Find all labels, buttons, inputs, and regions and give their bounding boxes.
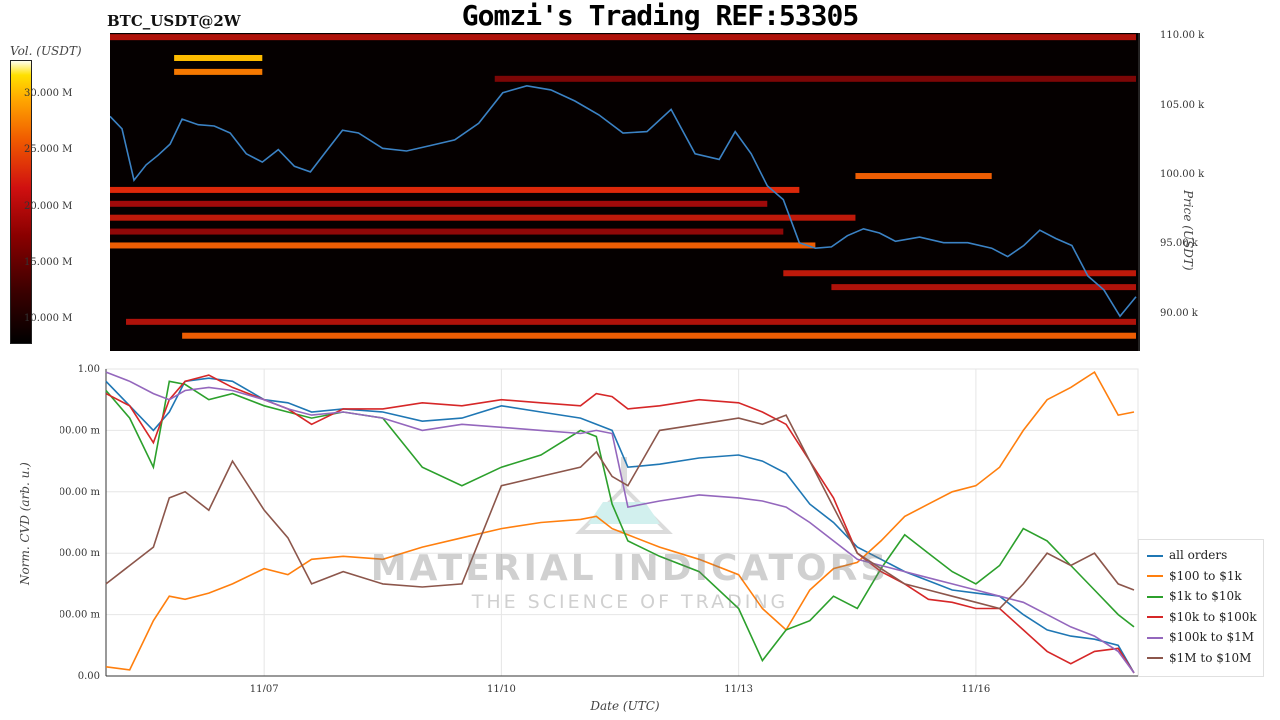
cvd-series-line bbox=[105, 371, 1135, 674]
legend-item[interactable]: $100 to $1k bbox=[1147, 569, 1242, 583]
legend-label: $1k to $10k bbox=[1169, 589, 1242, 603]
legend-swatch bbox=[1147, 657, 1163, 659]
legend-swatch bbox=[1147, 636, 1163, 639]
legend-item[interactable]: $1k to $10k bbox=[1147, 589, 1241, 603]
price-axis-label: Price (USDT) bbox=[1181, 190, 1195, 271]
cvd-x-tick-label: 11/07 bbox=[250, 684, 279, 692]
cvd-y-tick-label: 200.00 m bbox=[60, 610, 101, 621]
colorbar-tick-label: 10.000 M bbox=[24, 313, 73, 325]
legend: all orders $100 to $1k $1k to $10k $10k to … bbox=[1138, 539, 1264, 677]
heatmap-band bbox=[494, 75, 1136, 82]
price-tick-label: 110.00 k bbox=[1160, 30, 1205, 42]
heatmap-band bbox=[182, 332, 1136, 339]
legend-swatch bbox=[1147, 575, 1163, 577]
heatmap-band bbox=[855, 173, 992, 180]
price-tick-label: 100.00 k bbox=[1160, 169, 1205, 181]
cvd-y-tick-label: 400.00 m bbox=[60, 548, 101, 559]
legend-label: $10k to $100k bbox=[1169, 609, 1257, 624]
watermark-main: MATERIAL INDICATORS bbox=[370, 548, 890, 589]
heatmap-band bbox=[110, 228, 784, 235]
legend-swatch bbox=[1147, 554, 1163, 557]
heatmap-band bbox=[110, 34, 1136, 41]
price-tick-label: 90.00 k bbox=[1160, 307, 1198, 319]
watermark: MATERIAL INDICATORS THE SCIENCE OF TRADI… bbox=[370, 548, 890, 613]
cvd-series-line bbox=[105, 414, 1135, 610]
heatmap-band bbox=[126, 318, 1136, 325]
legend-item[interactable]: $100k to $1M bbox=[1147, 630, 1254, 644]
symbol-label: BTC_USDT@2W bbox=[107, 12, 241, 30]
colorbar-tick-label: 30.000 M bbox=[24, 87, 73, 99]
cvd-y-axis-label: Norm. CVD (arb. u.) bbox=[18, 462, 32, 585]
cvd-y-tick-label: 1.00 bbox=[78, 364, 100, 375]
chart-title: Gomzi's Trading REF:53305 bbox=[461, 0, 859, 32]
heatmap-band bbox=[110, 242, 816, 249]
legend-item[interactable]: $10k to $100k bbox=[1147, 610, 1257, 624]
heatmap-band bbox=[174, 68, 263, 75]
x-axis-label: Date (UTC) bbox=[590, 699, 660, 713]
heatmap-band bbox=[110, 200, 768, 207]
heatmap-band bbox=[174, 54, 263, 61]
cvd-series-line bbox=[105, 370, 1135, 671]
legend-item[interactable]: $1M to $10M bbox=[1147, 651, 1251, 665]
cvd-series-line bbox=[105, 374, 1135, 674]
colorbar bbox=[10, 60, 32, 344]
legend-label: $100k to $1M bbox=[1169, 630, 1255, 644]
heatmap-band bbox=[783, 270, 1136, 277]
legend-label: $100 to $1k bbox=[1169, 568, 1242, 583]
cvd-y-tick-label: 800.00 m bbox=[60, 425, 101, 436]
cvd-plot-area bbox=[105, 368, 1139, 677]
colorbar-tick-label: 25.000 M bbox=[24, 144, 73, 156]
cvd-x-tick-label: 11/10 bbox=[487, 684, 516, 692]
cvd-x-tick-label: 11/16 bbox=[961, 684, 990, 692]
colorbar-tick-label: 20.000 M bbox=[24, 200, 73, 212]
cvd-y-tick-label: 600.00 m bbox=[60, 487, 101, 498]
heatmap-band bbox=[110, 214, 856, 221]
cvd-y-tick-label: 0.00 bbox=[78, 671, 100, 682]
price-tick-label: 105.00 k bbox=[1160, 99, 1205, 111]
heatmap-band bbox=[110, 186, 800, 193]
price-line bbox=[110, 84, 1137, 318]
watermark-sub: THE SCIENCE OF TRADING bbox=[471, 591, 789, 613]
colorbar-title: Vol. (USDT) bbox=[10, 44, 82, 58]
cvd-series-line bbox=[105, 377, 1135, 674]
legend-swatch bbox=[1147, 595, 1163, 598]
price-tick-label: 95.00 k bbox=[1160, 238, 1198, 250]
orderbook-heatmap bbox=[110, 33, 1140, 351]
cvd-series-line bbox=[105, 380, 1135, 663]
legend-label: $1M to $10M bbox=[1169, 650, 1252, 665]
legend-swatch bbox=[1147, 616, 1163, 618]
legend-label: all orders bbox=[1169, 548, 1228, 562]
heatmap-band bbox=[831, 284, 1136, 291]
legend-item[interactable]: all orders bbox=[1147, 548, 1227, 562]
colorbar-tick-label: 15.000 M bbox=[24, 257, 73, 269]
cvd-x-tick-label: 11/13 bbox=[724, 684, 753, 692]
cvd-chart: 0.00 200.00 m 400.00 m 600.00 m 800.00 m 1.00… bbox=[60, 364, 1139, 692]
